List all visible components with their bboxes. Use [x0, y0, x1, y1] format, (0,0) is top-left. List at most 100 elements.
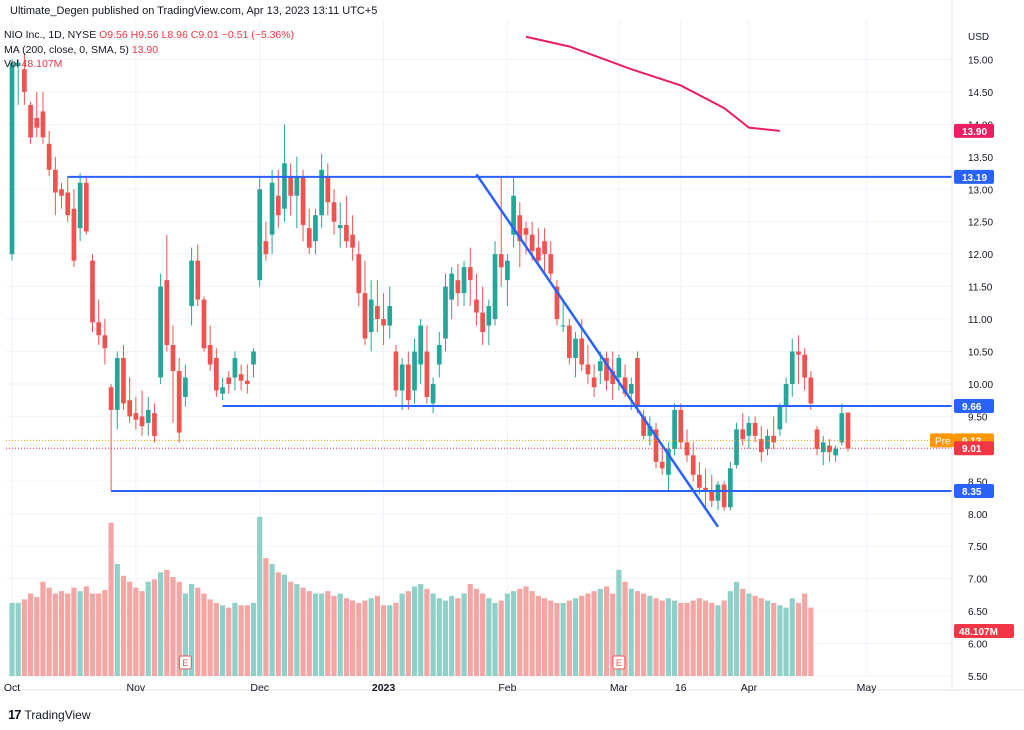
candle-body: [616, 358, 622, 378]
symbol-row[interactable]: NIO Inc., 1D, NYSE O9.56 H9.56 L8.96 C9.…: [4, 28, 294, 43]
candle-body: [399, 364, 405, 391]
volume-bar: [411, 586, 418, 676]
volume-row[interactable]: Vol 48.107M: [4, 57, 294, 72]
candle-body: [145, 409, 151, 423]
candle-body: [480, 312, 485, 333]
candle-body: [777, 406, 783, 430]
volume-bar: [34, 597, 40, 676]
candle-body: [796, 351, 801, 355]
volume-bar: [702, 600, 709, 676]
y-tick-label: 7.50: [968, 542, 988, 553]
volume-bar: [486, 598, 492, 676]
candle-body: [498, 254, 504, 268]
earnings-icon: [612, 655, 626, 670]
candle-body: [214, 358, 219, 391]
candle-body: [709, 491, 715, 501]
candle-body: [715, 484, 721, 501]
volume-bar: [771, 602, 777, 676]
candle-body: [362, 293, 368, 339]
volume-bar: [83, 586, 89, 676]
volume-bar: [294, 584, 300, 676]
volume-bar: [46, 587, 52, 676]
volume-bar: [523, 586, 529, 676]
y-tick-label: 10.00: [968, 380, 993, 391]
symbol-label: NIO Inc., 1D, NYSE: [4, 29, 97, 41]
candle-body: [238, 374, 244, 381]
y-tick-label: 6.50: [968, 607, 988, 618]
candle-body: [300, 176, 306, 225]
pre-badge: [930, 433, 954, 448]
volume-bar: [9, 602, 15, 676]
candle-body: [9, 62, 15, 255]
candle-body: [22, 69, 27, 92]
volume-bar: [758, 598, 764, 676]
candle-body: [734, 429, 739, 466]
volume-bar: [145, 581, 151, 676]
volume-bar: [504, 593, 511, 676]
volume-bar: [288, 581, 294, 676]
volume-badge: [954, 624, 1014, 638]
candle-body: [15, 62, 21, 66]
earnings-icon-label: E: [616, 658, 622, 668]
volume-bar: [127, 581, 133, 676]
candle-body: [65, 192, 71, 216]
candle-body: [418, 325, 424, 365]
candle-body: [52, 169, 58, 193]
volume-bar: [319, 593, 325, 676]
candle-body: [430, 383, 436, 404]
volume-bar: [27, 593, 34, 676]
volume-bar: [21, 599, 27, 676]
volume-bar: [96, 593, 102, 676]
candle-body: [727, 468, 733, 508]
candle-body: [678, 409, 684, 443]
price-badge: [954, 484, 994, 499]
volume-bar: [207, 599, 213, 676]
volume-bar: [158, 572, 164, 676]
price-badge-label: 13.19: [962, 173, 987, 184]
ohlc-values: O9.56 H9.56 L8.96 C9.01 −0.51 (−5.36%): [99, 29, 295, 41]
y-tick-label: 13.50: [968, 153, 993, 164]
candle-body: [579, 338, 585, 365]
candle-body: [461, 267, 467, 294]
candle-body: [672, 409, 677, 449]
volume-bar: [89, 593, 96, 676]
volume-bar: [176, 581, 182, 676]
volume-bar: [399, 593, 405, 676]
y-tick-label: 14.50: [968, 88, 993, 99]
candle-body: [628, 383, 634, 394]
volume-bar: [517, 588, 523, 676]
volume-bar: [802, 593, 808, 676]
x-tick-label: Feb: [498, 682, 516, 694]
volume-bar: [424, 588, 430, 676]
candle-body: [591, 377, 597, 388]
candle-body: [783, 383, 789, 407]
candle-body: [393, 351, 399, 391]
y-tick-label: 9.50: [968, 412, 988, 423]
tradingview-brand[interactable]: 17 TradingView: [8, 707, 91, 722]
earnings-icon: [178, 655, 192, 670]
price-badge: [954, 441, 994, 456]
price-badge: [954, 399, 994, 414]
volume-bar: [418, 584, 424, 676]
y-tick-label: 12.00: [968, 250, 993, 261]
volume-bar: [164, 569, 170, 676]
volume-bar: [653, 598, 659, 676]
volume-bar: [188, 584, 195, 676]
candle-body: [486, 306, 492, 326]
volume-bar: [560, 602, 566, 676]
volume-bar: [250, 602, 257, 676]
volume-bar: [306, 591, 312, 676]
ma-row[interactable]: MA (200, close, 0, SMA, 5) 13.90: [4, 43, 294, 58]
volume-bar: [226, 607, 232, 676]
candle-body: [721, 484, 727, 508]
volume-bar: [362, 600, 368, 676]
candle-body: [765, 435, 770, 449]
candle-body: [59, 189, 64, 196]
volume-bar: [114, 564, 120, 676]
volume-bar: [572, 598, 579, 676]
tradingview-logo-icon: 17: [8, 707, 22, 722]
volume-bar: [548, 600, 554, 676]
y-tick-label: 15.00: [968, 55, 993, 66]
candle-body: [158, 286, 163, 378]
